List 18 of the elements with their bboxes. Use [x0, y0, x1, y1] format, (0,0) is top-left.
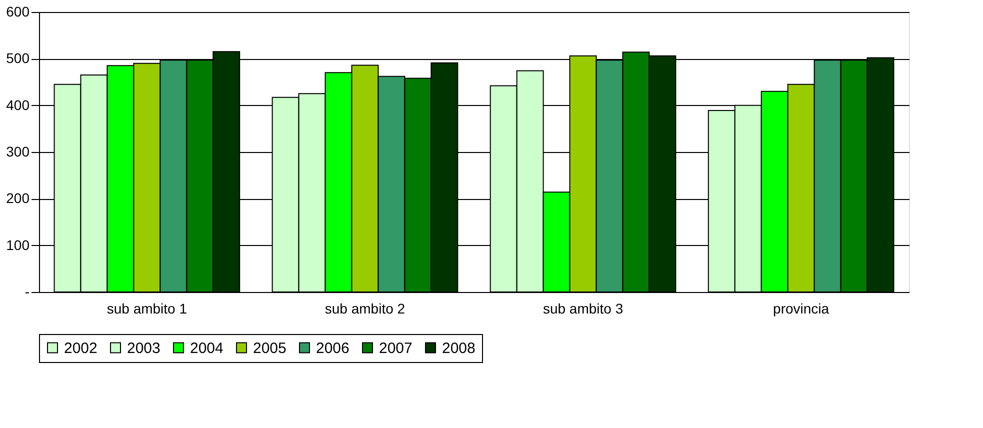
y-tick-label: 200 — [6, 190, 30, 206]
x-tick-label: provincia — [773, 300, 830, 316]
legend-label: 2006 — [316, 340, 350, 357]
legend-label: 2002 — [64, 340, 98, 357]
x-tick-label: sub ambito 2 — [324, 300, 406, 316]
y-tick-label: - — [24, 284, 30, 300]
legend-label: 2007 — [379, 340, 412, 357]
y-tick-label: 600 — [6, 4, 30, 20]
x-tick-label: sub ambito 3 — [542, 300, 624, 316]
x-tick-label: sub ambito 1 — [106, 300, 188, 316]
y-tick-label: 300 — [6, 144, 30, 160]
legend-label: 2004 — [190, 340, 224, 357]
legend-label: 2005 — [253, 340, 286, 357]
y-tick-label: 100 — [6, 236, 30, 253]
y-tick-label: 400 — [6, 96, 30, 113]
y-tick-label: 500 — [6, 50, 30, 66]
legend-label: 2008 — [442, 340, 476, 357]
legend-label: 2003 — [127, 340, 160, 357]
